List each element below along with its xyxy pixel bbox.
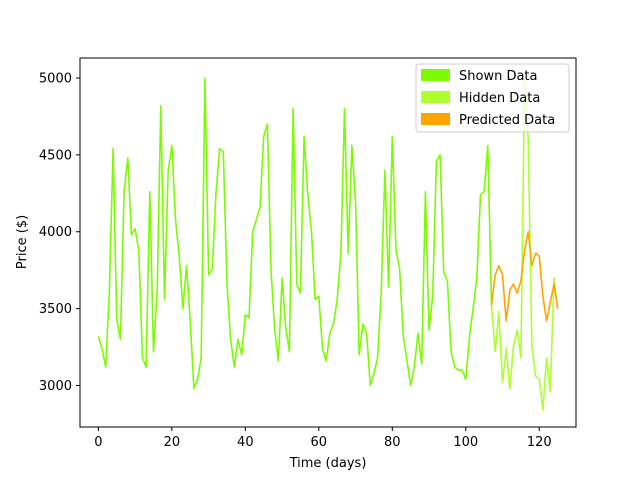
legend: Shown Data Hidden Data Predicted Data [415,63,570,133]
legend-label-1: Hidden Data [459,91,540,106]
x-tick-label: 40 [237,435,254,450]
y-tick-label: 3000 [39,379,72,394]
series-line-0 [97,77,493,390]
y-axis: 3000 3500 4000 4500 5000 [39,71,80,394]
series-line-2 [490,230,559,322]
legend-swatch-1 [421,91,450,103]
x-tick-label: 0 [94,435,102,450]
x-tick-label: 80 [384,435,401,450]
plot-frame [79,57,577,428]
x-tick-label: 20 [164,435,181,450]
legend-swatch-0 [421,69,450,81]
y-tick-label: 4000 [39,225,72,240]
legend-label-2: Predicted Data [459,113,555,128]
legend-box [415,63,570,133]
legend-label-0: Shown Data [459,69,538,84]
y-tick-label: 4500 [39,148,72,163]
x-tick-label: 120 [527,435,552,450]
legend-swatch-2 [421,113,450,125]
y-axis-label: Price ($) [15,215,30,269]
y-tick-label: 3500 [39,302,72,317]
y-tick-label: 5000 [39,71,72,86]
x-axis-label: Time (days) [289,456,367,471]
x-tick-label: 100 [453,435,478,450]
x-tick-label: 60 [311,435,328,450]
x-axis: 0 20 40 60 80 100 120 [94,427,552,450]
